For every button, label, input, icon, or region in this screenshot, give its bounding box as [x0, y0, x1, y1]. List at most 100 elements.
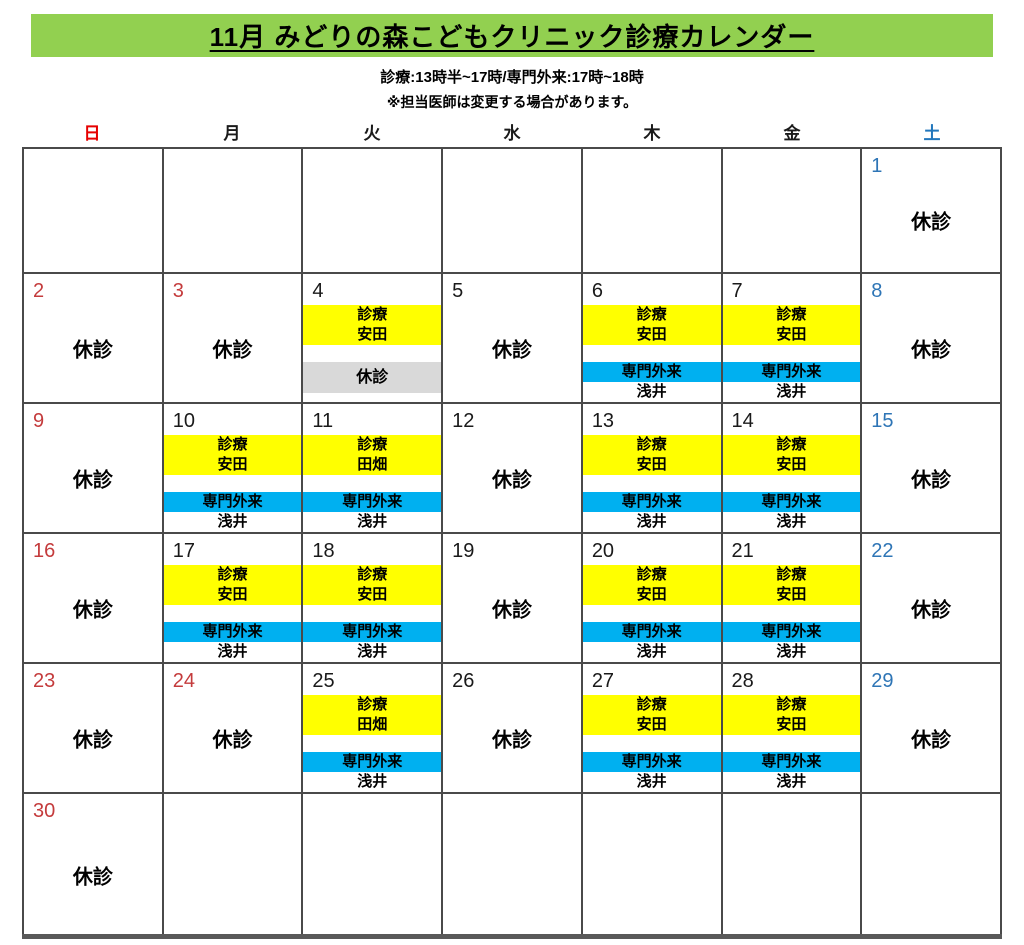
- clinic-band: 診療 安田: [723, 305, 860, 345]
- clinic-doctor: 田畑: [357, 456, 388, 473]
- special-outpatient-band: 専門外来: [723, 492, 860, 512]
- calendar-cell: 9 休診: [22, 402, 164, 534]
- calendar-cell: 25 診療 田畑 専門外来 浅井: [301, 662, 444, 794]
- weekday-sat: 土: [923, 124, 941, 143]
- clinic-calendar-page: 11月 みどりの森こどもクリニック診療カレンダー 診療:13時半~17時/専門外…: [0, 14, 1024, 939]
- weekday-sun: 日: [83, 124, 101, 143]
- day-number: 21: [731, 540, 754, 562]
- special-doctor: 浅井: [636, 643, 667, 660]
- day-number: 27: [591, 670, 615, 692]
- special-outpatient-band: 専門外来: [583, 492, 720, 512]
- calendar-cell: 11 診療 田畑 専門外来 浅井: [301, 402, 444, 534]
- closed-label: 休診: [911, 211, 952, 234]
- calendar-cell: 12 休診: [441, 402, 583, 534]
- calendar-cell: 6 診療 安田 専門外来 浅井: [580, 272, 723, 404]
- closed-label: 休診: [911, 599, 952, 622]
- day-number: 29: [871, 670, 894, 692]
- weekday-header: 日 月 火 水 木 金 土: [22, 119, 1002, 144]
- clinic-label: 診療: [357, 566, 388, 583]
- clinic-doctor: 安田: [636, 456, 667, 473]
- special-doctor: 浅井: [776, 383, 807, 400]
- calendar-cell: [161, 147, 304, 274]
- clinic-label: 診療: [776, 306, 807, 323]
- doctor-change-note: ※担当医師は変更する場合があります。: [386, 94, 638, 110]
- calendar-cell: 18 診療 安田 専門外来 浅井: [301, 532, 444, 664]
- closed-label: 休診: [491, 469, 532, 492]
- calendar-cell: [161, 792, 304, 938]
- calendar-title: 11月 みどりの森こどもクリニック診療カレンダー: [209, 22, 815, 52]
- closed-label: 休診: [491, 729, 532, 752]
- clinic-band: 診療 安田: [164, 565, 301, 605]
- clinic-label: 診療: [357, 436, 388, 453]
- clinic-doctor: 安田: [357, 586, 388, 603]
- day-number: 15: [871, 410, 894, 432]
- special-outpatient-band: 専門外来: [723, 362, 860, 382]
- clinic-doctor: 安田: [357, 326, 388, 343]
- closed-label: 休診: [491, 599, 532, 622]
- clinic-band: 診療 田畑: [304, 695, 441, 735]
- special-doctor: 浅井: [636, 513, 667, 530]
- day-number: 4: [312, 280, 324, 302]
- day-number: 19: [452, 540, 475, 562]
- clinic-label: 診療: [636, 566, 667, 583]
- calendar-cell: 2 休診: [22, 272, 164, 404]
- clinic-label: 診療: [636, 436, 667, 453]
- calendar-cell: [580, 792, 723, 938]
- closed-label: 休診: [72, 599, 113, 622]
- closed-label: 休診: [911, 339, 952, 362]
- day-number: 9: [33, 410, 45, 432]
- clinic-label: 診療: [636, 696, 667, 713]
- special-doctor: 浅井: [217, 643, 248, 660]
- calendar-cell: 24 休診: [161, 662, 304, 794]
- day-number: 17: [172, 540, 195, 562]
- day-number: 13: [591, 410, 615, 432]
- closed-label: 休診: [911, 469, 952, 492]
- calendar-cell: 28 診療 安田 専門外来 浅井: [720, 662, 863, 794]
- clinic-doctor: 安田: [217, 456, 248, 473]
- day-number: 22: [871, 540, 894, 562]
- calendar-cell: 15 休診: [860, 402, 1002, 534]
- closed-label: 休診: [72, 729, 113, 752]
- calendar-cell: 17 診療 安田 専門外来 浅井: [161, 532, 304, 664]
- special-doctor: 浅井: [357, 513, 388, 530]
- calendar-cell: 22 休診: [860, 532, 1002, 664]
- special-outpatient-band: 専門外来: [583, 362, 720, 382]
- clinic-band: 診療 安田: [583, 305, 720, 345]
- calendar-cell: 30 休診: [22, 792, 164, 938]
- calendar-cell: 3 休診: [161, 272, 304, 404]
- calendar-cell: 13 診療安田専門外来 浅井: [580, 402, 723, 534]
- day-number: 20: [591, 540, 615, 562]
- clinic-doctor: 安田: [776, 456, 807, 473]
- day-number: 28: [731, 670, 754, 692]
- day-number: 26: [452, 670, 475, 692]
- calendar-cell: 20 診療 安田 専門外来 浅井: [580, 532, 723, 664]
- calendar-cell: [720, 792, 863, 938]
- clinic-band: 診療 安田: [583, 695, 720, 735]
- day-number: 8: [871, 280, 883, 302]
- day-number: 14: [731, 410, 754, 432]
- special-outpatient-band: 専門外来: [304, 752, 441, 772]
- day-number: 23: [33, 670, 56, 692]
- clinic-doctor: 安田: [636, 586, 667, 603]
- clinic-doctor: 安田: [217, 586, 248, 603]
- special-outpatient-band: 専門外来: [723, 752, 860, 772]
- closed-label: 休診: [72, 339, 113, 362]
- calendar-cell: [301, 792, 444, 938]
- clinic-band: 診療 安田: [583, 435, 720, 475]
- weekday-fri: 金: [783, 124, 801, 143]
- calendar-cell: [580, 147, 723, 274]
- day-number: 3: [172, 280, 184, 302]
- weekday-thu: 木: [643, 124, 661, 143]
- calendar-cell: 27 診療 安田 専門外来 浅井: [580, 662, 723, 794]
- clinic-band: 診療 安田: [164, 435, 301, 475]
- calendar-cell: [441, 147, 583, 274]
- clinic-label: 診療: [217, 436, 248, 453]
- special-doctor: 浅井: [636, 383, 667, 400]
- clinic-band: 診療 安田: [723, 565, 860, 605]
- calendar-cell: [441, 792, 583, 938]
- clinic-doctor: 安田: [636, 716, 667, 733]
- calendar-cell: [301, 147, 444, 274]
- closed-label: 休診: [491, 339, 532, 362]
- day-number: 11: [312, 410, 334, 432]
- special-outpatient-band: 専門外来: [304, 622, 441, 642]
